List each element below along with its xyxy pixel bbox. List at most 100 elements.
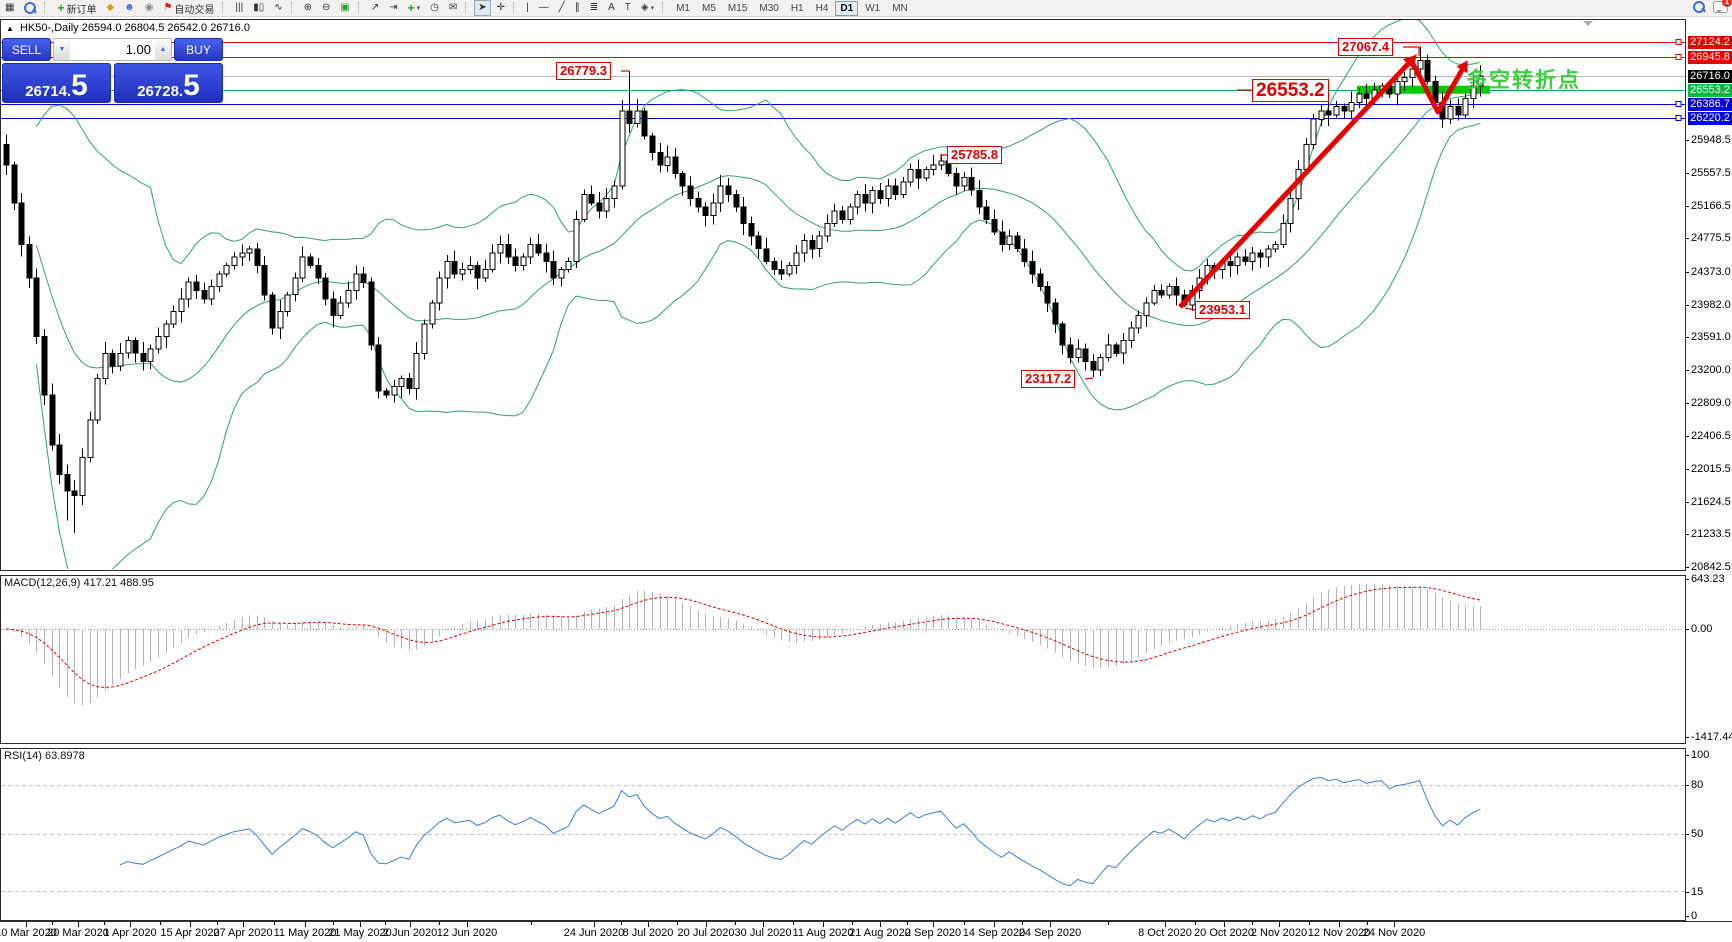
timeframe-button-w1[interactable]: W1: [865, 2, 881, 14]
symbol-search-icon[interactable]: [20, 0, 40, 16]
toolbar-separator: [662, 2, 667, 14]
toolbar-right-icons: 1: [1693, 0, 1732, 13]
price-tick-23200.0: 23200.0: [1691, 364, 1731, 376]
signals-icon[interactable]: ◉: [144, 2, 154, 13]
chart-shift-icon[interactable]: ⇥: [389, 2, 398, 13]
symbol-search-icon: [24, 2, 37, 14]
text-label-tool[interactable]: T: [624, 2, 631, 13]
date-label-24-nov-2020: 24 Nov 2020: [1362, 927, 1426, 939]
volume-stepper: ▼ 1.00 ▲: [53, 38, 172, 61]
sell-button[interactable]: SELL: [2, 38, 51, 61]
macd-axis-0.00: 0.00: [1691, 623, 1713, 635]
timeframe-button-d1[interactable]: D1: [835, 0, 859, 16]
fibonacci-tool[interactable]: ≣: [589, 2, 599, 13]
buy-price-dot: .: [178, 83, 184, 100]
chart-title: ▲ HK50-,Daily 26594.0 26804.5 26542.0 26…: [6, 22, 250, 34]
timeframe-button-m5[interactable]: M5: [702, 2, 716, 14]
line-chart-icon[interactable]: ∿: [274, 2, 283, 13]
toolbar-separator: [465, 2, 470, 14]
autotrade-button[interactable]: ⚑ 自动交易: [163, 2, 215, 16]
price-tick-22809.0: 22809.0: [1691, 397, 1731, 409]
account-icon[interactable]: ☻: [124, 2, 135, 13]
search-icon[interactable]: [1693, 1, 1705, 13]
channel-tool[interactable]: ∥: [574, 2, 580, 13]
text-tool[interactable]: A: [608, 2, 615, 13]
date-label-12-jun-2020: 12 Jun 2020: [436, 927, 498, 939]
price-line-label-26716.0: 26716.0: [1688, 70, 1732, 83]
bar-chart-icon[interactable]: |||: [235, 2, 244, 13]
rsi-axis-0: 0: [1691, 910, 1698, 922]
mail-icon[interactable]: ✉: [448, 2, 458, 13]
price-tick-21233.5: 21233.5: [1691, 528, 1731, 540]
macd-indicator-label: MACD(12,26,9) 417.21 488.95: [4, 577, 154, 589]
auto-scroll-icon[interactable]: ↗: [370, 2, 380, 13]
price-tick-22015.5: 22015.5: [1691, 463, 1731, 475]
buy-price-fraction: 5: [183, 69, 200, 102]
notification-badge: 1: [1722, 0, 1732, 7]
rsi-indicator-label: RSI(14) 63.8978: [4, 750, 85, 762]
volume-input[interactable]: 1.00: [70, 39, 155, 60]
tile-windows-icon[interactable]: ▣: [340, 2, 350, 13]
price-tick-21624.5: 21624.5: [1691, 496, 1731, 508]
period-icon[interactable]: ◷: [430, 2, 439, 13]
zoom-in-icon[interactable]: ⊕: [303, 2, 312, 13]
date-label-15-apr-2020: 15 Apr 2020: [160, 927, 220, 939]
toolbar-separator: [513, 2, 518, 14]
buy-price-display[interactable]: 26728. 5: [114, 63, 223, 103]
timeframe-button-m30[interactable]: M30: [759, 2, 779, 14]
timeframe-button-m15[interactable]: M15: [727, 2, 748, 14]
new-order-button[interactable]: + 新订单: [57, 1, 97, 16]
volume-decrease-button[interactable]: ▼: [54, 39, 70, 60]
date-label-20-jul-2020: 20 Jul 2020: [677, 927, 735, 939]
one-click-trading-panel: SELL ▼ 1.00 ▲ BUY 26714. 5 26728. 5: [2, 38, 223, 103]
turning-point-annotation[interactable]: 多空转折点: [1466, 69, 1581, 92]
volume-increase-button[interactable]: ▲: [155, 39, 171, 60]
scroll-to-end-marker[interactable]: [1583, 21, 1593, 31]
timeframe-button-mn[interactable]: MN: [892, 2, 908, 14]
timeframe-button-h4[interactable]: H4: [815, 2, 829, 14]
date-label-21-aug-2020: 21 Aug 2020: [849, 927, 911, 939]
macd-axis-643.23: 643.23: [1691, 573, 1725, 585]
price-line-label-26553.2: 26553.2: [1688, 84, 1732, 97]
trendline-tool[interactable]: ╱: [558, 2, 565, 13]
sell-price-display[interactable]: 26714. 5: [2, 63, 111, 103]
price-tag-26553.2[interactable]: 26553.2: [1252, 79, 1329, 102]
timeframe-button-m1[interactable]: M1: [676, 2, 690, 14]
add-indicator-button[interactable]: + ▾: [407, 1, 421, 15]
candlestick-chart-icon[interactable]: ▮▯: [253, 2, 265, 13]
ohlc-values: 26594.0 26804.5 26542.0 26716.0: [81, 22, 250, 34]
crosshair-tool[interactable]: ✛: [496, 2, 506, 13]
funds-icon[interactable]: ◆: [106, 2, 115, 13]
price-line-label-26386.7: 26386.7: [1688, 98, 1732, 111]
date-label-2-nov-2020: 2 Nov 2020: [1250, 927, 1308, 939]
price-tag-25785.8[interactable]: 25785.8: [947, 146, 1002, 164]
price-tick-25948.5: 25948.5: [1691, 134, 1731, 146]
price-tick-24373.0: 24373.0: [1691, 266, 1731, 278]
price-tick-25557.5: 25557.5: [1691, 167, 1731, 179]
new-chart-window-icon[interactable]: ▦: [5, 2, 15, 13]
price-tag-26779.3[interactable]: 26779.3: [556, 62, 611, 80]
price-tag-23117.2[interactable]: 23117.2: [1021, 370, 1076, 388]
notifications-icon[interactable]: 1: [1713, 0, 1732, 13]
sell-price-dot: .: [66, 83, 72, 100]
price-line-label-26220.2: 26220.2: [1688, 112, 1732, 125]
cursor-tool[interactable]: ➤: [474, 0, 491, 16]
price-tick-22406.5: 22406.5: [1691, 430, 1731, 442]
price-tick-25166.5: 25166.5: [1691, 200, 1731, 212]
horizontal-line-tool[interactable]: —: [538, 2, 549, 13]
price-line-label-26945.8: 26945.8: [1688, 51, 1732, 64]
vertical-line-tool[interactable]: |: [526, 2, 529, 13]
rsi-axis-80: 80: [1691, 779, 1704, 791]
zoom-out-icon[interactable]: ⊖: [322, 2, 331, 13]
date-label-11-aug-2020: 11 Aug 2020: [792, 927, 854, 939]
price-tick-24775.5: 24775.5: [1691, 232, 1731, 244]
price-tag-27067.4[interactable]: 27067.4: [1338, 38, 1393, 56]
symbol-triangle-icon: ▲: [6, 24, 14, 33]
arrows-tool[interactable]: ◈ ▾: [640, 2, 655, 13]
price-tag-23953.1[interactable]: 23953.1: [1195, 301, 1250, 319]
date-label-20-oct-2020: 20 Oct 2020: [1194, 927, 1254, 939]
timeframe-button-h1[interactable]: H1: [790, 2, 804, 14]
rsi-axis-100: 100: [1691, 749, 1710, 761]
buy-button[interactable]: BUY: [174, 38, 223, 61]
